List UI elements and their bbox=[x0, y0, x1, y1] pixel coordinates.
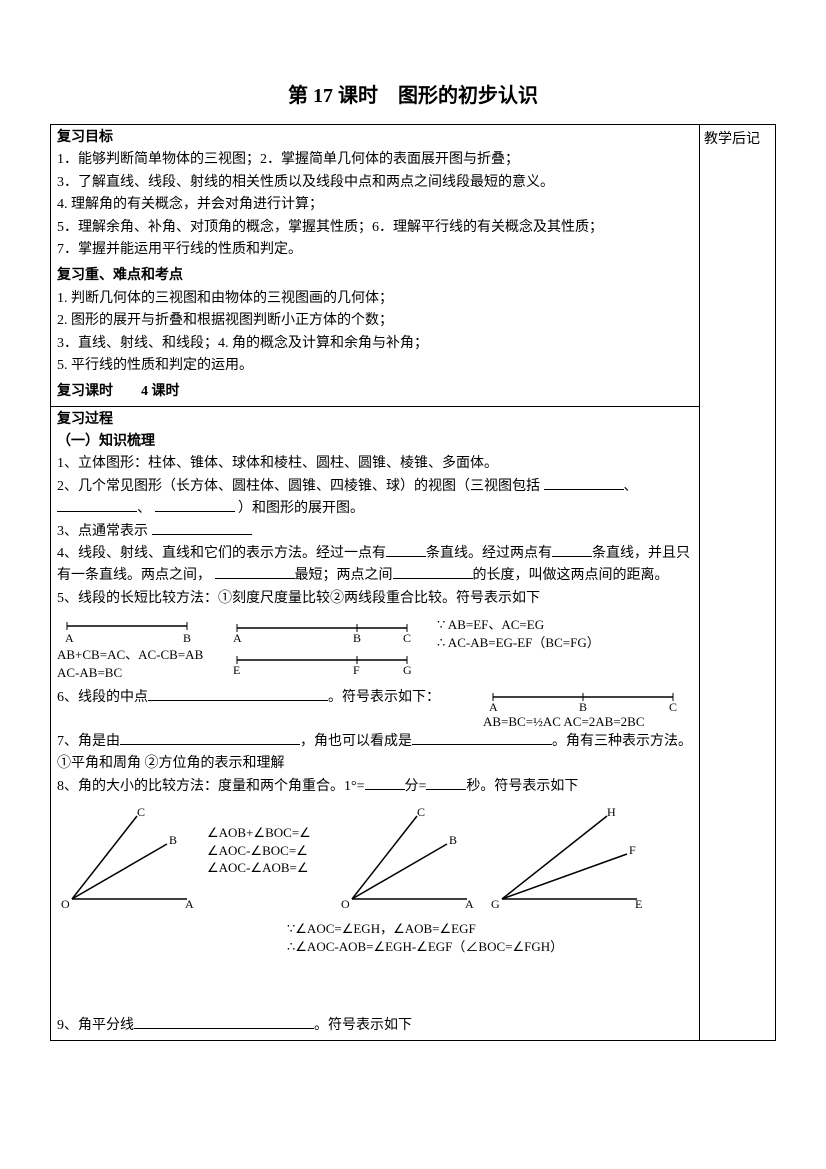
hours-heading: 复习课时 4 课时 bbox=[51, 379, 699, 405]
sidecol-heading: 教学后记 bbox=[704, 129, 771, 151]
angle-mid-icon: O A B C bbox=[337, 804, 477, 914]
page-title: 第 17 课时 图形的初步认识 bbox=[50, 80, 776, 112]
goal-line: 1．能够判断简单物体的三视图；2．掌握简单几何体的表面展开图与折叠； bbox=[57, 149, 693, 171]
goal-line: 3．了解直线、线段、射线的相关性质以及线段中点和两点之间线段最短的意义。 bbox=[57, 172, 693, 194]
svg-text:C: C bbox=[403, 631, 411, 645]
item-5: 5、线段的长短比较方法：①刻度尺度量比较②两线段重合比较。符号表示如下 bbox=[57, 588, 693, 610]
svg-text:A: A bbox=[65, 631, 74, 645]
blank bbox=[544, 476, 624, 490]
svg-text:O: O bbox=[61, 897, 70, 911]
goal-line: 4. 理解角的有关概念，并会对角进行计算； bbox=[57, 194, 693, 216]
blank bbox=[134, 1015, 314, 1029]
sub1-heading: （一）知识梳理 bbox=[57, 431, 693, 453]
item-9: 9、角平分线。符号表示如下 bbox=[57, 1015, 693, 1037]
svg-text:O: O bbox=[341, 897, 350, 911]
angle-bottom-eqs: ∵∠AOC=∠EGH，∠AOB=∠EGF ∴∠AOC-AOB=∠EGH-∠EGF… bbox=[57, 920, 693, 955]
segment-double-icon: A B C E F G bbox=[227, 616, 427, 680]
svg-text:H: H bbox=[607, 805, 616, 819]
focus-section: 复习重、难点和考点 1. 判断几何体的三视图和由物体的三视图画的几何体； 2. … bbox=[51, 263, 699, 379]
blank bbox=[152, 521, 252, 535]
blank bbox=[426, 776, 466, 790]
document-frame: 复习目标 1．能够判断简单物体的三视图；2．掌握简单几何体的表面展开图与折叠； … bbox=[50, 124, 776, 1041]
figure-angles: O A B C ∠AOB+∠BOC=∠ ∠AOC-∠BOC=∠ ∠AOC-∠AO… bbox=[57, 804, 693, 914]
svg-text:B: B bbox=[353, 631, 361, 645]
svg-text:E: E bbox=[233, 663, 240, 677]
goals-heading: 复习目标 bbox=[57, 127, 693, 149]
side-column: 教学后记 bbox=[700, 125, 775, 1040]
item-6: 6、线段的中点。符号表示如下： A B C AB=BC=½AC AC=2AB=2… bbox=[57, 687, 693, 731]
svg-text:G: G bbox=[403, 663, 412, 677]
item-2: 2、几个常见图形（长方体、圆柱体、圆锥、四棱锥、球）的视图（三视图包括 、 、 … bbox=[57, 476, 693, 521]
svg-text:B: B bbox=[449, 833, 457, 847]
angle-left-icon: O A B C bbox=[57, 804, 197, 914]
goal-line: 7．掌握并能运用平行线的性质和判定。 bbox=[57, 239, 693, 261]
focus-heading: 复习重、难点和考点 bbox=[57, 265, 693, 287]
svg-text:A: A bbox=[185, 897, 194, 911]
svg-text:C: C bbox=[137, 805, 145, 819]
focus-line: 5. 平行线的性质和判定的运用。 bbox=[57, 355, 693, 377]
svg-text:A: A bbox=[465, 897, 474, 911]
focus-line: 3．直线、射线、和线段；4. 角的概念及计算和余角与补角； bbox=[57, 333, 693, 355]
angle-right-icon: G E F H bbox=[487, 804, 647, 914]
goal-line: 5．理解余角、补角、对顶角的概念，掌握其性质；6．理解平行线的有关概念及其性质； bbox=[57, 217, 693, 239]
focus-line: 2. 图形的展开与折叠和根据视图判断小正方体的个数； bbox=[57, 310, 693, 332]
svg-text:C: C bbox=[417, 805, 425, 819]
goals-section: 复习目标 1．能够判断简单物体的三视图；2．掌握简单几何体的表面展开图与折叠； … bbox=[51, 125, 699, 263]
blank bbox=[365, 776, 405, 790]
item-1: 1、立体图形：柱体、锥体、球体和棱柱、圆柱、圆锥、棱锥、多面体。 bbox=[57, 453, 693, 475]
blank bbox=[552, 543, 592, 557]
blank bbox=[57, 498, 137, 512]
svg-text:A: A bbox=[489, 700, 498, 713]
svg-text:A: A bbox=[233, 631, 242, 645]
segment-ab-icon: A B bbox=[57, 616, 217, 646]
svg-text:F: F bbox=[353, 663, 360, 677]
item-4: 4、线段、射线、直线和它们的表示方法。经过一点有条直线。经过两点有条直线，并且只… bbox=[57, 543, 693, 588]
item-7: 7、角是由，角也可以看成是。角有三种表示方法。①平角和周角 ②方位角的表示和理解 bbox=[57, 731, 693, 776]
main-column: 复习目标 1．能够判断简单物体的三视图；2．掌握简单几何体的表面展开图与折叠； … bbox=[51, 125, 700, 1040]
blank bbox=[215, 565, 295, 579]
figure-segments: A B AB+CB=AC、AC-CB=AB AC-AB=BC A B C bbox=[57, 616, 693, 681]
item-3: 3、点通常表示 bbox=[57, 521, 693, 543]
svg-text:E: E bbox=[635, 897, 642, 911]
segment-midpoint-icon: A B C bbox=[483, 687, 683, 713]
svg-text:B: B bbox=[169, 833, 177, 847]
svg-text:B: B bbox=[183, 631, 191, 645]
svg-text:G: G bbox=[491, 897, 500, 911]
svg-text:B: B bbox=[579, 700, 587, 713]
blank bbox=[148, 687, 328, 701]
process-section: 复习过程 （一）知识梳理 1、立体图形：柱体、锥体、球体和棱柱、圆柱、圆锥、棱锥… bbox=[51, 407, 699, 1040]
blank bbox=[386, 543, 426, 557]
item-8: 8、角的大小的比较方法：度量和两个角重合。1°=分=秒。符号表示如下 bbox=[57, 776, 693, 798]
blank bbox=[393, 565, 473, 579]
blank bbox=[155, 498, 235, 512]
process-heading: 复习过程 bbox=[57, 409, 693, 431]
blank bbox=[412, 731, 552, 745]
blank bbox=[120, 731, 300, 745]
svg-text:F: F bbox=[629, 843, 636, 857]
svg-text:C: C bbox=[669, 700, 677, 713]
focus-line: 1. 判断几何体的三视图和由物体的三视图画的几何体； bbox=[57, 288, 693, 310]
